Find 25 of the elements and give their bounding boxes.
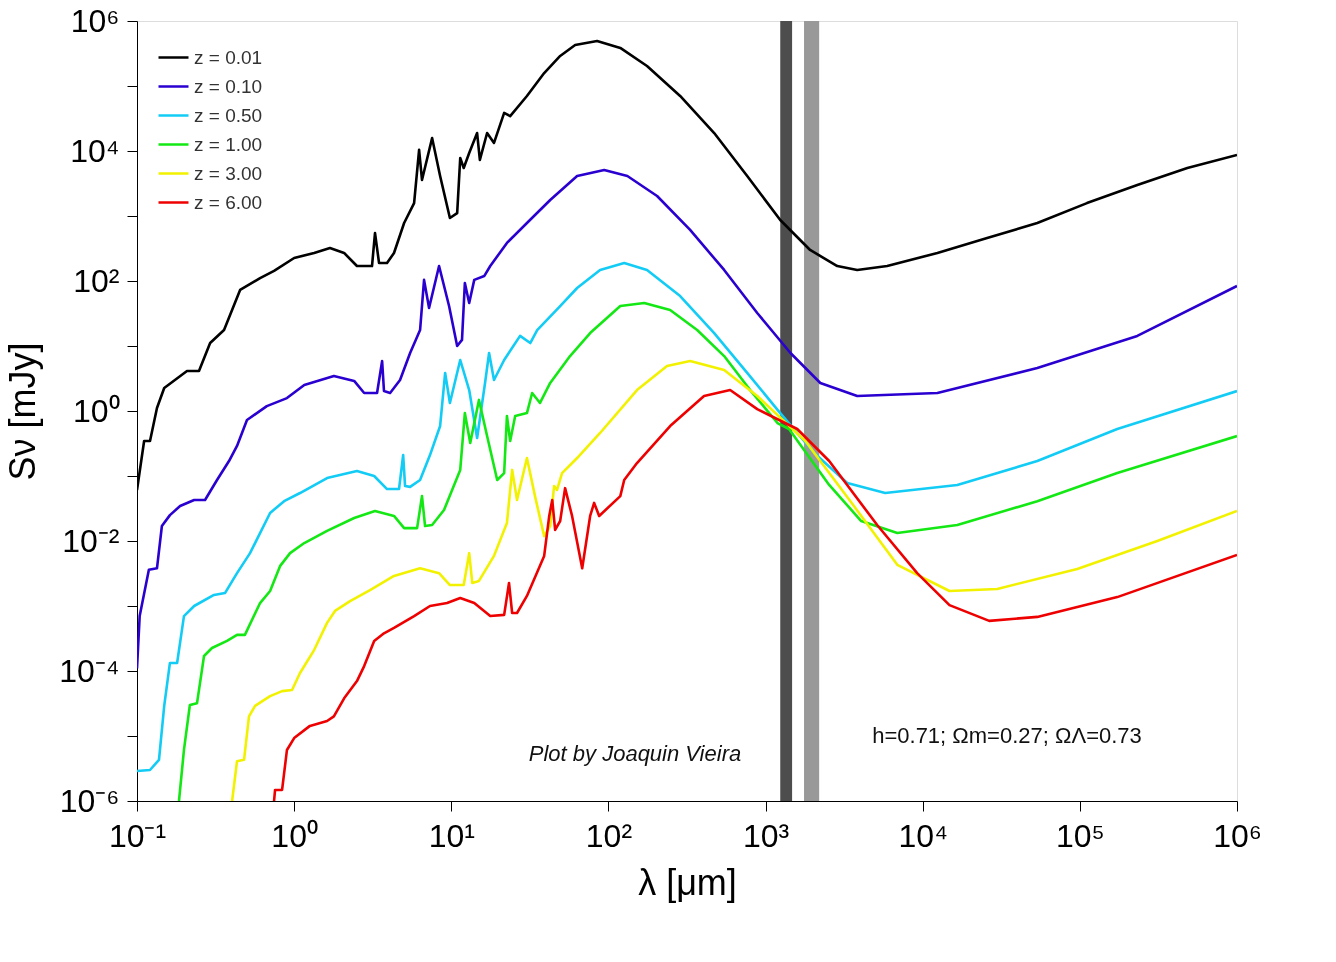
y-axis-title: Sν [mJy] xyxy=(2,342,44,481)
legend-label: z = 0.10 xyxy=(194,75,263,97)
annotation: h=0.71; Ωm=0.27; ΩΛ=0.73 xyxy=(872,723,1142,748)
y-tick-label: 10⁻² xyxy=(62,522,120,559)
legend-label: z = 3.00 xyxy=(194,162,263,184)
x-tick-label: 10⁴ xyxy=(898,817,948,854)
y-tick-label: 10⁻⁴ xyxy=(59,652,120,689)
legend-label: z = 1.00 xyxy=(194,133,263,155)
x-tick-label: 10² xyxy=(585,817,633,854)
x-tick-label: 10⁻¹ xyxy=(108,817,167,854)
y-tick-label: 10⁶ xyxy=(70,2,120,39)
legend-label: z = 0.50 xyxy=(194,104,263,126)
y-tick-label: 10⁻⁶ xyxy=(59,782,120,819)
x-tick-label: 10³ xyxy=(742,817,790,854)
x-tick-label: 10⁶ xyxy=(1213,817,1262,854)
y-tick-label: 10² xyxy=(73,262,120,299)
legend-label: z = 6.00 xyxy=(194,191,263,213)
y-tick-label: 10⁰ xyxy=(72,392,120,429)
y-tick-label: 10⁴ xyxy=(70,132,120,169)
x-axis-title: λ [μm] xyxy=(638,861,737,903)
x-tick-label: 10⁵ xyxy=(1055,817,1105,854)
x-tick-label: 10⁰ xyxy=(271,817,318,854)
x-tick-label: 10¹ xyxy=(428,817,475,854)
annotation: Plot by Joaquin Vieira xyxy=(528,741,742,766)
legend-label: z = 0.01 xyxy=(194,46,263,68)
